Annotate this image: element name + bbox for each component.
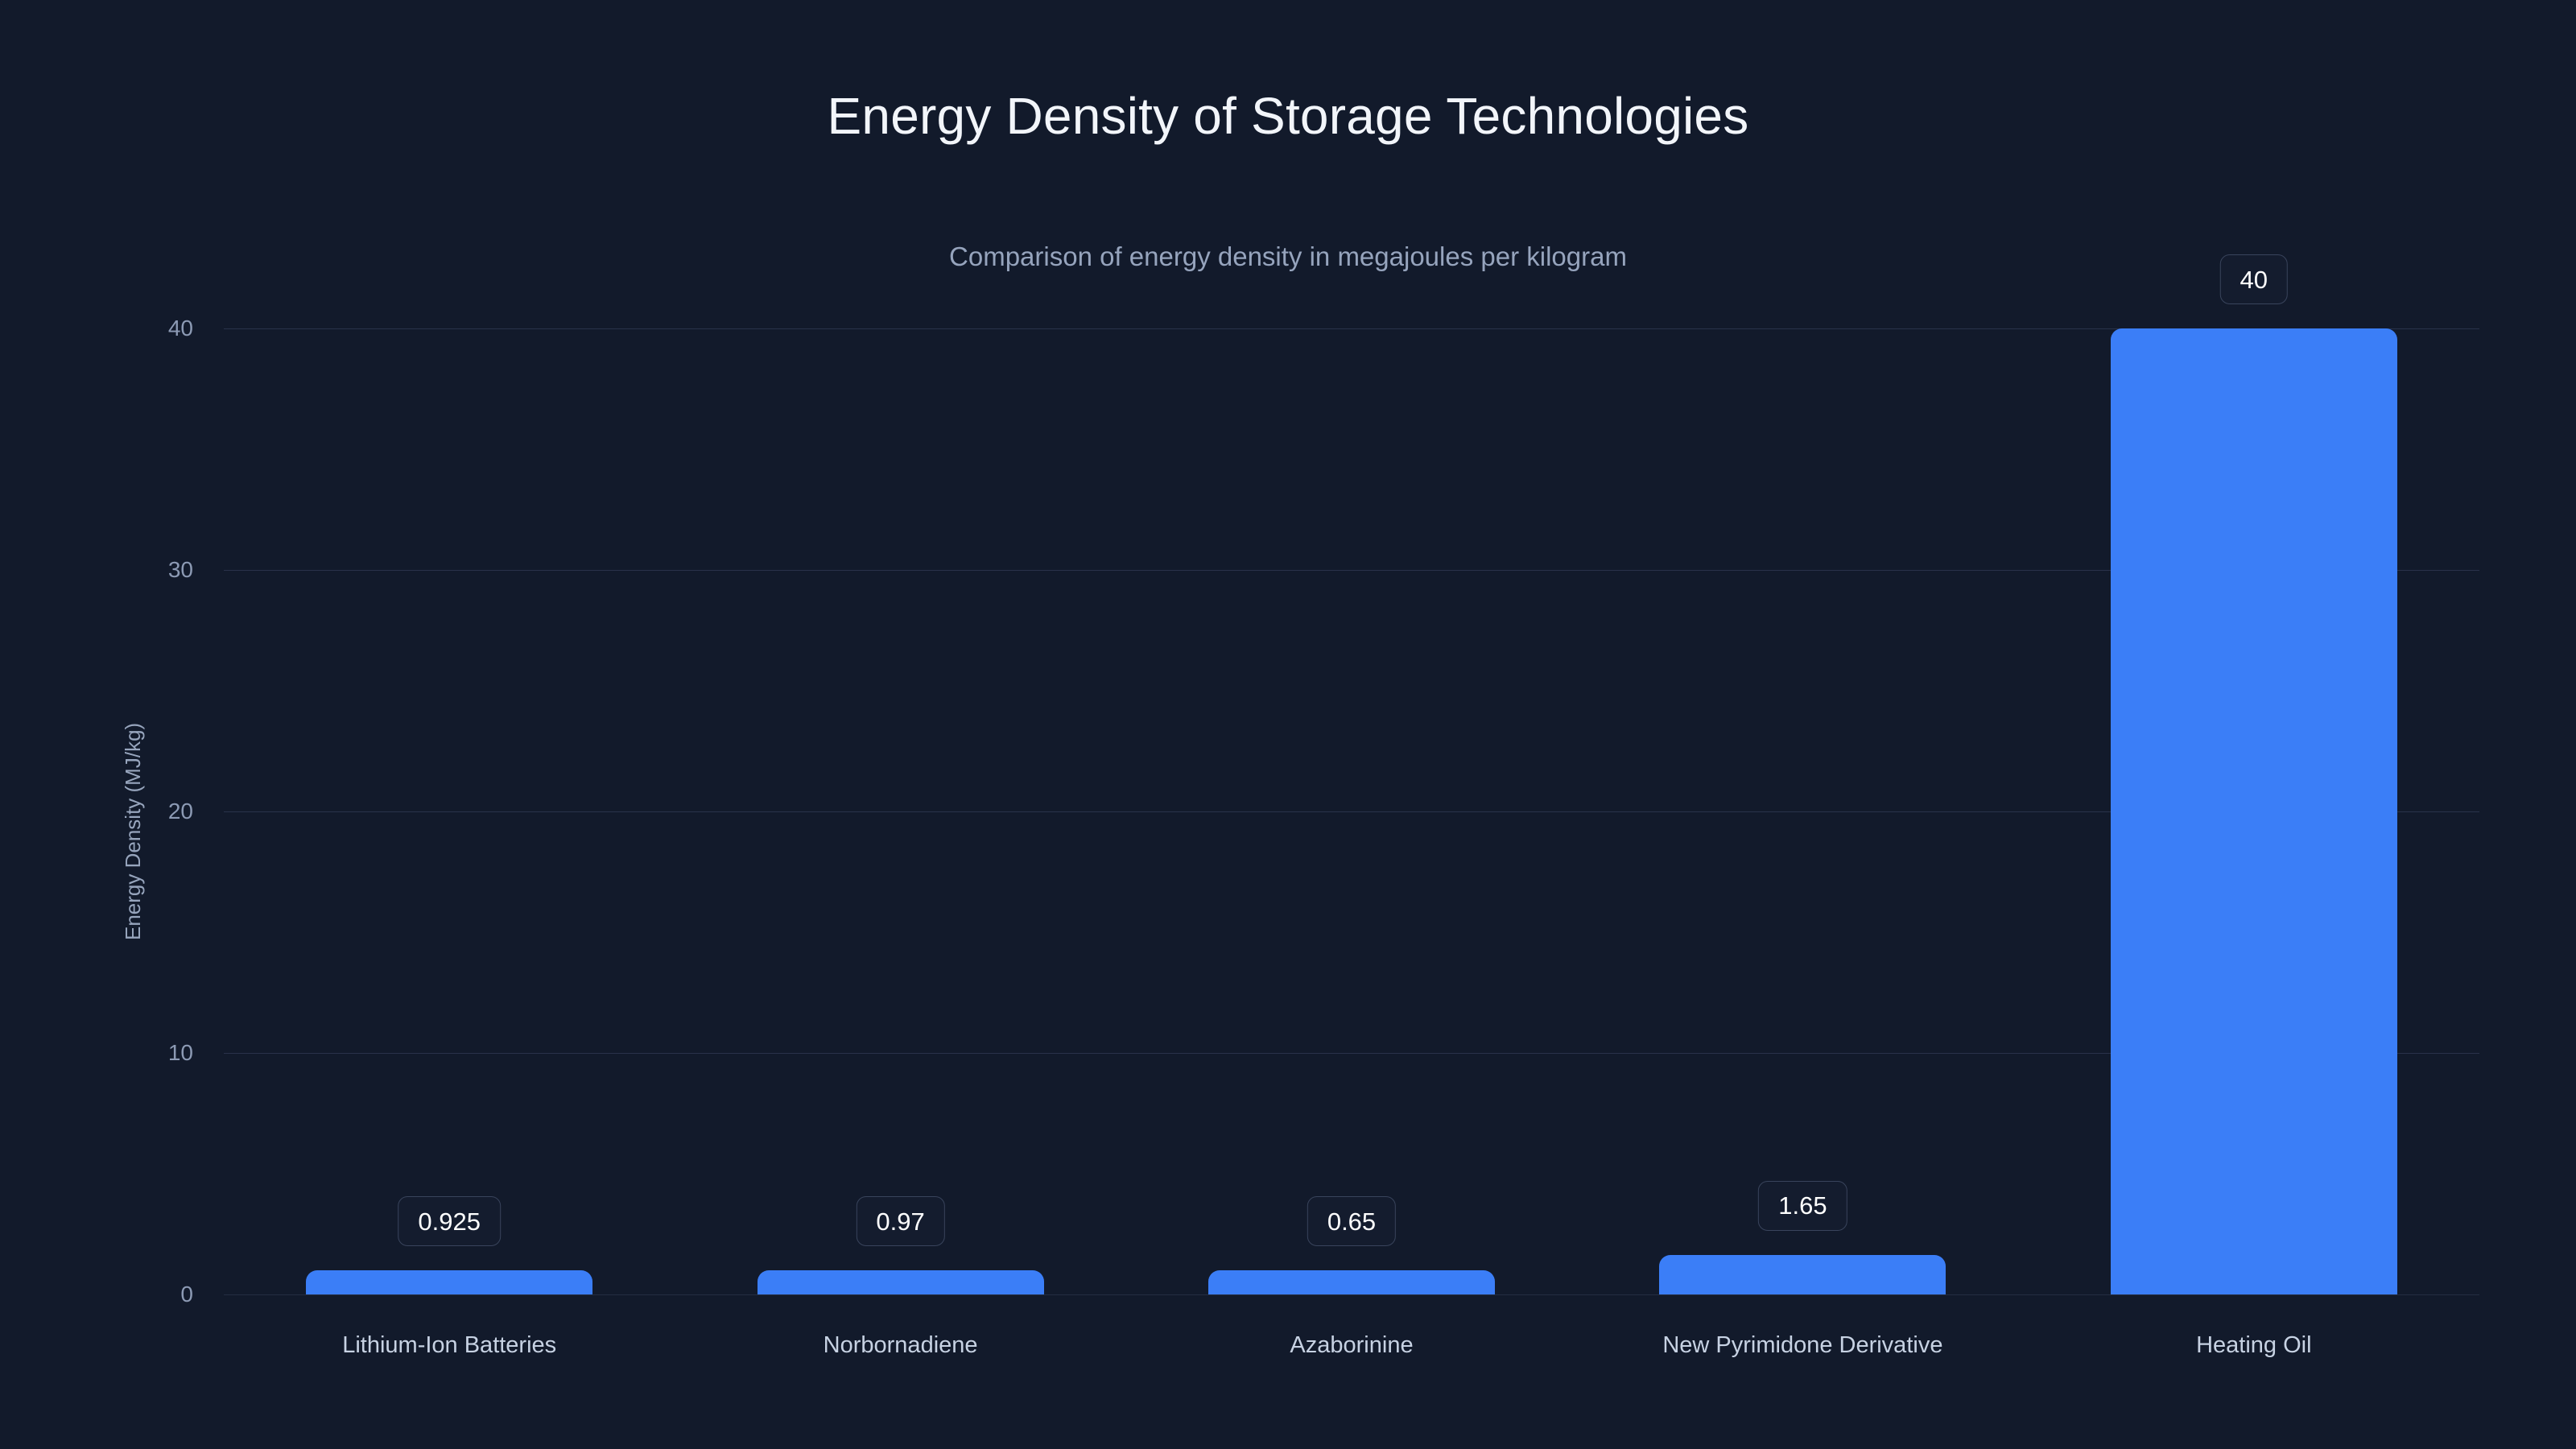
y-axis-tick-label: 20 bbox=[167, 799, 193, 824]
chart-subtitle: Comparison of energy density in megajoul… bbox=[949, 242, 1627, 271]
y-axis-tick-label: 0 bbox=[180, 1282, 193, 1307]
x-axis-tick-label: New Pyrimidone Derivative bbox=[1662, 1332, 1943, 1358]
gridline bbox=[224, 328, 2479, 329]
bar[interactable] bbox=[306, 1270, 593, 1294]
gridline bbox=[224, 1294, 2479, 1295]
y-axis-tick-label: 40 bbox=[167, 316, 193, 341]
gridline bbox=[224, 1052, 2479, 1054]
chart-title: Energy Density of Storage Technologies bbox=[827, 87, 1749, 145]
value-label-badge: 0.97 bbox=[856, 1196, 945, 1246]
value-label-badge: 40 bbox=[2219, 254, 2289, 304]
x-axis-tick-label: Norbornadiene bbox=[823, 1332, 978, 1358]
gridline bbox=[224, 811, 2479, 812]
gridline bbox=[224, 569, 2479, 571]
value-label-badge: 1.65 bbox=[1758, 1180, 1847, 1231]
x-axis-tick-label: Lithium-Ion Batteries bbox=[342, 1332, 557, 1358]
bar[interactable] bbox=[1659, 1254, 1946, 1294]
value-label-badge: 0.65 bbox=[1307, 1196, 1397, 1246]
y-axis-title: Energy Density (MJ/kg) bbox=[121, 722, 145, 940]
y-axis-tick-label: 30 bbox=[167, 557, 193, 582]
bar[interactable] bbox=[1208, 1270, 1495, 1294]
plot-area bbox=[224, 328, 2479, 1295]
y-axis-tick-label: 10 bbox=[167, 1040, 193, 1065]
bar[interactable] bbox=[757, 1270, 1044, 1294]
x-axis-tick-label: Azaborinine bbox=[1290, 1332, 1414, 1358]
value-label-badge: 0.925 bbox=[398, 1196, 501, 1246]
x-axis-tick-label: Heating Oil bbox=[2196, 1332, 2312, 1358]
bar[interactable] bbox=[2110, 328, 2397, 1294]
